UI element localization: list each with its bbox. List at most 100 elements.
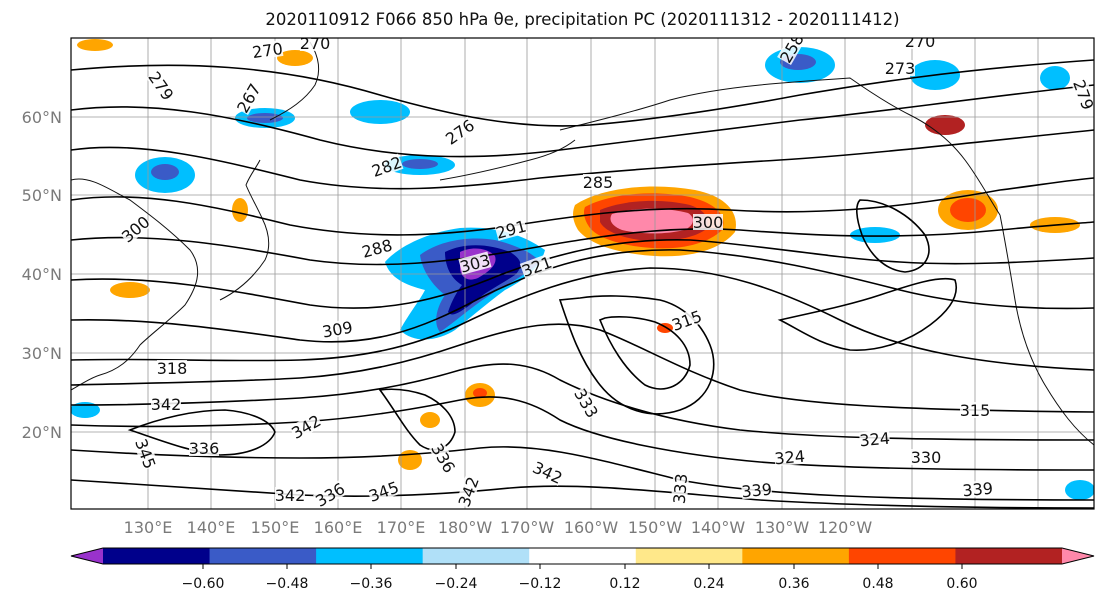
contour-label-backdrop: [1071, 77, 1094, 112]
contour-line: [71, 59, 1094, 127]
contour-label-backdrop: [859, 429, 891, 449]
contour-label-backdrop: [151, 396, 181, 412]
precip-patch: [402, 159, 438, 169]
map-frame: [70, 37, 1095, 510]
contour-label-backdrop: [369, 153, 404, 179]
colorbar-tick-label: 0.60: [946, 576, 977, 592]
contour-line: [71, 221, 1094, 266]
contour-label-backdrop: [251, 40, 284, 61]
contour-label: 309: [321, 318, 354, 342]
contour-label-backdrop: [519, 253, 554, 279]
colorbar-tick-label: −0.36: [350, 576, 393, 592]
longitude-label: 130°E: [124, 518, 173, 537]
latitude-label: 50°N: [22, 186, 62, 205]
contour-label-text: 333: [670, 473, 692, 505]
coastline-kamchatka: [269, 41, 320, 121]
precip-patch: [398, 450, 422, 470]
contour-label-backdrop: [366, 478, 401, 504]
colorbar-segment: [422, 548, 530, 564]
colorbar-tick-label: −0.60: [182, 576, 225, 592]
theta-e-contours: [71, 59, 1094, 509]
contour-label-backdrop: [275, 487, 305, 503]
colorbar-segment: [955, 548, 1063, 564]
contour-label-backdrop: [360, 236, 394, 260]
colorbar-segment: [103, 548, 211, 564]
contour-line: [71, 177, 1094, 236]
longitude-label: 160°W: [564, 518, 619, 537]
contour-label: 270: [251, 39, 284, 62]
contour-line: [378, 388, 456, 451]
contour-label-backdrop: [442, 116, 477, 147]
contour-label: 270: [905, 32, 936, 51]
contour-label-text: 339: [741, 480, 773, 502]
contour-label-backdrop: [234, 81, 263, 115]
contour-label-backdrop: [774, 447, 806, 467]
colorbar-tick-label: 0.12: [609, 576, 640, 592]
coastline-aleutians: [439, 139, 576, 181]
contour-label-text: 342: [275, 486, 306, 505]
contour-line: [71, 129, 1094, 190]
contour-label-text: 339: [962, 479, 994, 501]
contour-label-text: 300: [693, 213, 724, 232]
contour-label-backdrop: [321, 318, 354, 340]
coastline-asia: [71, 178, 199, 391]
precip-patch: [1065, 480, 1094, 500]
precip-patch: [232, 198, 248, 222]
contour-label-backdrop: [885, 60, 915, 76]
colorbar-segment: [635, 548, 743, 564]
contour-line: [71, 267, 1094, 371]
contour-label-backdrop: [693, 214, 723, 230]
contour-line: [71, 323, 1094, 413]
precip-patch: [277, 50, 313, 66]
contour-label-backdrop: [583, 174, 613, 190]
longitude-label: 180°W: [438, 518, 493, 537]
contour-label: 342: [530, 458, 566, 488]
contour-label: 324: [859, 429, 891, 451]
contour-label-backdrop: [494, 217, 528, 241]
contour-label-backdrop: [429, 441, 458, 475]
colorbar-tick-label: −0.24: [435, 576, 478, 592]
colorbar: [70, 547, 1095, 565]
contour-label: 342: [275, 486, 306, 505]
contour-label-text: 330: [911, 448, 942, 467]
contour-label-backdrop: [157, 360, 187, 376]
contour-label-backdrop: [777, 38, 806, 65]
longitude-label: 120°W: [818, 518, 873, 537]
longitude-label: 150°W: [628, 518, 683, 537]
contour-label: 318: [157, 359, 188, 378]
contour-line: [71, 446, 1094, 501]
longitude-label: 140°W: [691, 518, 746, 537]
contour-label-text: 342: [151, 395, 182, 414]
contour-label: 342: [151, 395, 182, 414]
contour-line: [71, 363, 1094, 441]
colorbar-tick-label: 0.48: [862, 576, 893, 592]
colorbar-extend-min: [71, 548, 103, 564]
precip-patch: [247, 113, 283, 123]
latitude-label: 20°N: [22, 423, 62, 442]
contour-label-backdrop: [670, 473, 690, 505]
colorbar-outline: [70, 547, 1095, 565]
contour-label-backdrop: [905, 38, 935, 49]
precip-patch: [110, 282, 150, 298]
contour-label: 324: [774, 447, 806, 469]
contour-label: 270: [300, 38, 330, 53]
longitude-labels: 130°E 140°E 150°E 160°E 170°E 180°W 170°W 160°W…: [124, 518, 873, 537]
colorbar-tick-label: 0.24: [693, 576, 724, 592]
precip-patch: [77, 39, 113, 51]
contour-label-text: 315: [960, 401, 991, 420]
colorbar-tick-label: −0.48: [266, 576, 309, 592]
coastline-alaska: [559, 77, 1001, 216]
contour-label-backdrop: [146, 68, 177, 103]
longitude-label: 150°E: [251, 518, 300, 537]
colorbar-segment: [529, 548, 637, 564]
contour-label-text: 270: [905, 32, 936, 51]
contour-label: 333: [670, 473, 692, 505]
contour-label-backdrop: [458, 251, 492, 275]
precip-patch: [925, 115, 965, 135]
contour-label-backdrop: [300, 38, 330, 51]
contour-line: [71, 479, 1094, 509]
contour-label: 339: [962, 479, 994, 501]
precip-patch-positive-peak: [610, 208, 693, 234]
